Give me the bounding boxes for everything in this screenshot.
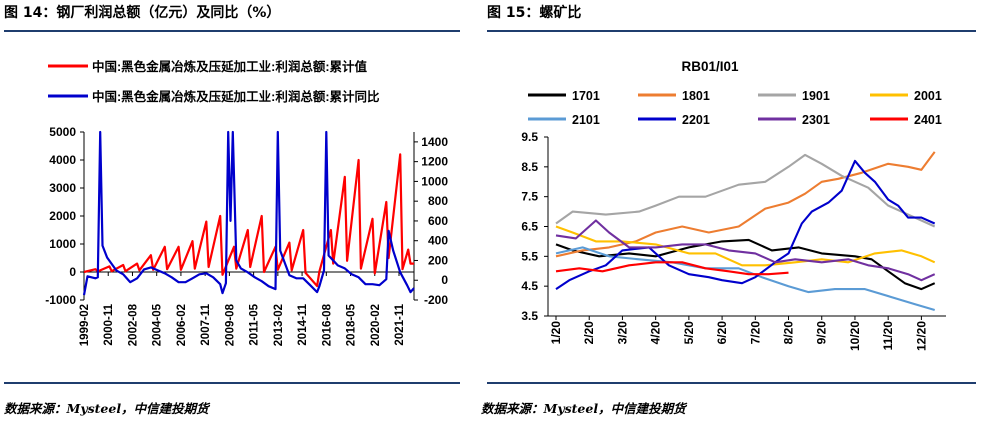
x-tick-label: 2014-11: [297, 303, 309, 345]
right-y-tick-label: 600: [428, 214, 448, 228]
right-y-tick-label: 800: [428, 194, 448, 208]
legend-label: 2201: [682, 113, 710, 127]
chart-title: RB01/I01: [681, 59, 739, 74]
right-figure-title: 图 15：螺矿比: [487, 5, 582, 21]
y-tick-label: 4.5: [521, 279, 538, 293]
series-line-2301: [555, 219, 936, 282]
x-tick-label: 2018-05: [346, 303, 358, 346]
left-y-tick-label: 4000: [49, 153, 76, 167]
x-tick-label: 2007-11: [200, 303, 212, 345]
series-line-profit-yoy: [82, 130, 415, 296]
y-tick-label: 9.5: [521, 130, 538, 144]
x-tick-label: 2006-02: [176, 304, 188, 346]
x-tick-label: 2009-08: [224, 303, 236, 346]
right-y-tick-label: 1000: [421, 174, 448, 188]
right-y-tick-label: 0: [441, 273, 448, 287]
series-line-2101: [555, 246, 935, 312]
right-y-tick-label: 1400: [421, 135, 448, 149]
x-tick-label: 2011-05: [249, 303, 261, 345]
series-line-2201: [555, 159, 936, 290]
legend-label: 中国:黑色金属冶炼及压延加工业:利润总额:累计同比: [92, 89, 380, 104]
legend-label: 2001: [914, 89, 942, 103]
x-tick-label: 2004-05: [152, 303, 164, 346]
right-y-tick-label: 200: [428, 253, 448, 267]
x-tick-label: 6/20: [715, 321, 729, 345]
x-tick-label: 10/20: [848, 321, 862, 351]
series-line-profit-cumulative: [83, 153, 414, 288]
x-tick-label: 2013-02: [273, 304, 285, 346]
legend-label: 2301: [802, 113, 830, 127]
x-tick-label: 8/20: [782, 321, 796, 345]
x-tick-label: 2000-11: [103, 303, 115, 345]
x-tick-label: 12/20: [914, 321, 928, 351]
x-tick-label: 3/20: [615, 321, 629, 345]
left-y-tick-label: 1000: [49, 237, 76, 251]
top-rule-right: [487, 30, 976, 32]
legend-label: 1801: [682, 89, 710, 103]
left-y-tick-label: -1000: [45, 293, 76, 307]
x-tick-label: 2020-02: [370, 304, 382, 346]
source-note-right: 数据来源：Mysteel，中信建投期货: [481, 401, 686, 416]
bottom-rule-left: [4, 382, 460, 384]
y-tick-label: 3.5: [521, 309, 538, 323]
x-tick-label: 5/20: [682, 321, 696, 345]
x-tick-label: 1999-02: [79, 304, 91, 346]
x-tick-label: 1/20: [549, 321, 563, 345]
x-tick-label: 2021-11: [394, 303, 406, 345]
x-tick-label: 2016-08: [321, 303, 333, 346]
legend-label: 1901: [802, 89, 830, 103]
right-y-tick-label: 1200: [421, 155, 448, 169]
series-line-1901: [555, 153, 936, 228]
legend-label: 2101: [572, 113, 600, 127]
left-y-tick-label: 2000: [49, 209, 76, 223]
top-rule-left: [4, 30, 460, 32]
y-tick-label: 5.5: [521, 249, 538, 263]
left-y-tick-label: 0: [69, 265, 76, 279]
y-tick-label: 6.5: [521, 220, 538, 234]
x-tick-label: 7/20: [748, 321, 762, 345]
x-tick-label: 4/20: [649, 321, 663, 345]
legend-label: 1701: [572, 89, 600, 103]
legend-label: 2401: [914, 113, 942, 127]
left-figure-title: 图 14：钢厂利润总额（亿元）及同比（%）: [4, 5, 281, 21]
bottom-rule-right: [487, 382, 976, 384]
left-y-tick-label: 5000: [49, 125, 76, 139]
x-tick-label: 11/20: [881, 321, 895, 351]
series-line-2001: [555, 225, 936, 267]
x-tick-label: 9/20: [815, 321, 829, 345]
x-tick-label: 2002-08: [127, 303, 139, 346]
y-tick-label: 7.5: [521, 190, 538, 204]
legend-label: 中国:黑色金属冶炼及压延加工业:利润总额:累计值: [92, 59, 367, 74]
x-tick-label: 2/20: [582, 321, 596, 345]
source-note-left: 数据来源：Mysteel，中信建投期货: [4, 401, 209, 416]
left-y-tick-label: 3000: [49, 181, 76, 195]
right-y-tick-label: -200: [424, 293, 448, 307]
series-line-2401: [555, 261, 789, 276]
right-y-tick-label: 400: [428, 234, 448, 248]
y-tick-label: 8.5: [521, 160, 538, 174]
